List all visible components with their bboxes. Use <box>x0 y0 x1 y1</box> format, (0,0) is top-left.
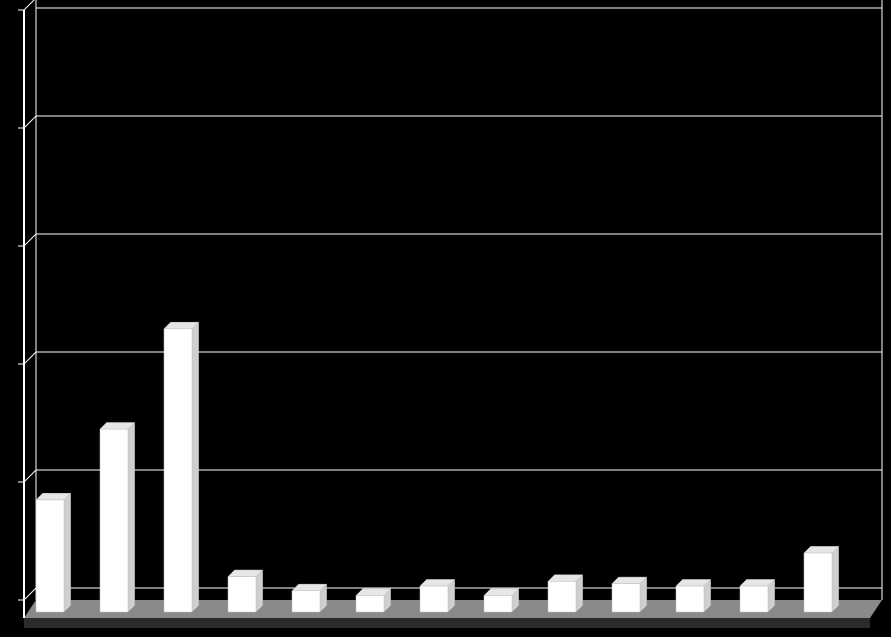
bar <box>100 423 135 613</box>
bar <box>676 579 711 612</box>
bar <box>356 589 391 612</box>
bar-chart-3d <box>0 0 891 637</box>
bar <box>612 577 647 612</box>
chart-canvas <box>0 0 891 637</box>
bar <box>292 584 327 612</box>
bar <box>548 575 583 612</box>
back-wall <box>36 8 882 600</box>
bar <box>740 579 775 612</box>
bar <box>228 570 263 612</box>
bar <box>484 589 519 612</box>
bar <box>420 579 455 612</box>
bar <box>804 546 839 612</box>
floor-front <box>24 618 870 628</box>
bar <box>164 322 199 612</box>
bar <box>36 493 71 612</box>
